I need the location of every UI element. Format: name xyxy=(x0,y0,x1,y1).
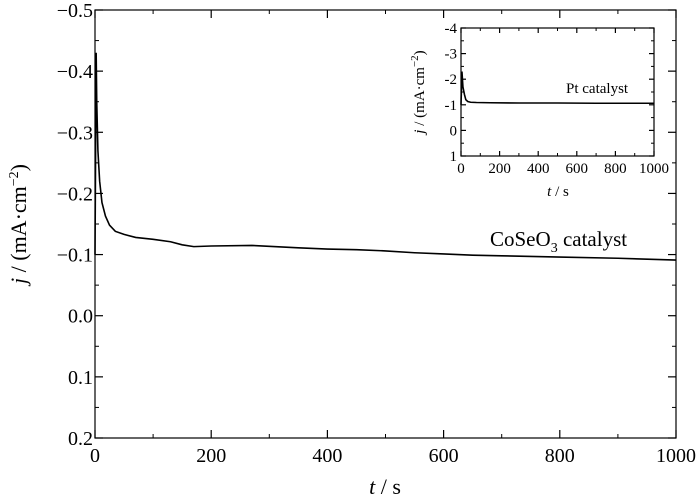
main-y-tick-label: 0.2 xyxy=(68,428,93,450)
inset-y-axis-label: j / (mA·cm−2) xyxy=(409,50,428,135)
main-y-tick-label: −0.4 xyxy=(57,61,93,83)
main-y-tick-label: −0.1 xyxy=(57,245,93,267)
main-annotation: CoSeO3 catalyst xyxy=(490,227,627,256)
main-x-tick-label: 0 xyxy=(90,445,100,467)
inset-y-tick-label: -4 xyxy=(445,21,458,37)
inset-x-tick-label: 1000 xyxy=(639,161,669,177)
inset-plot: 0 200 400 600 800 1000-4-3-2-101 Pt catalyst … xyxy=(409,21,669,200)
main-x-tick-label: 600 xyxy=(429,445,459,467)
main-y-axis-label: j / (mA·cm−2) xyxy=(6,164,31,287)
main-x-axis-label: t / s xyxy=(369,474,401,499)
inset-y-tick-label: 1 xyxy=(450,149,458,165)
main-x-tick-label: 400 xyxy=(312,445,342,467)
inset-plot-frame xyxy=(460,27,655,157)
inset-annotation: Pt catalyst xyxy=(566,81,629,97)
inset-y-tick-label: -3 xyxy=(445,47,458,63)
main-y-tick-label: −0.2 xyxy=(57,183,93,205)
main-x-tick-label: 800 xyxy=(545,445,575,467)
main-y-tick-label: 0.0 xyxy=(68,306,93,328)
inset-x-tick-label: 400 xyxy=(527,161,550,177)
main-plot: 0 200 400 600 800 1000 −0.5 −0.4 −0.3 −0.2 −0.1 0.0… xyxy=(6,0,696,499)
inset-x-tick-label: 200 xyxy=(488,161,511,177)
main-ticks xyxy=(94,9,677,439)
inset-y-tick-label: 0 xyxy=(450,123,458,139)
main-y-tick-label: −0.3 xyxy=(57,122,93,144)
main-y-tick-label: 0.1 xyxy=(68,367,93,389)
inset-x-tick-label: 0 xyxy=(457,161,465,177)
inset-y-tick-label: -2 xyxy=(445,72,458,88)
inset-x-tick-label: 600 xyxy=(566,161,589,177)
main-x-tick-label: 1000 xyxy=(656,445,696,467)
main-tick-labels: 0 200 400 600 800 1000 −0.5 −0.4 −0.3 −0.2 −0.1 0.0… xyxy=(57,0,696,467)
main-y-tick-label: −0.5 xyxy=(57,0,93,22)
inset-x-tick-label: 800 xyxy=(604,161,627,177)
inset-y-tick-label: -1 xyxy=(445,98,458,114)
main-x-tick-label: 200 xyxy=(196,445,226,467)
main-series-line xyxy=(94,52,677,261)
inset-ticks xyxy=(460,27,655,157)
inset-x-axis-label: t / s xyxy=(547,184,569,200)
inset-series-line xyxy=(460,71,654,105)
inset-tick-labels: 0 200 400 600 800 1000-4-3-2-101 xyxy=(445,21,670,177)
